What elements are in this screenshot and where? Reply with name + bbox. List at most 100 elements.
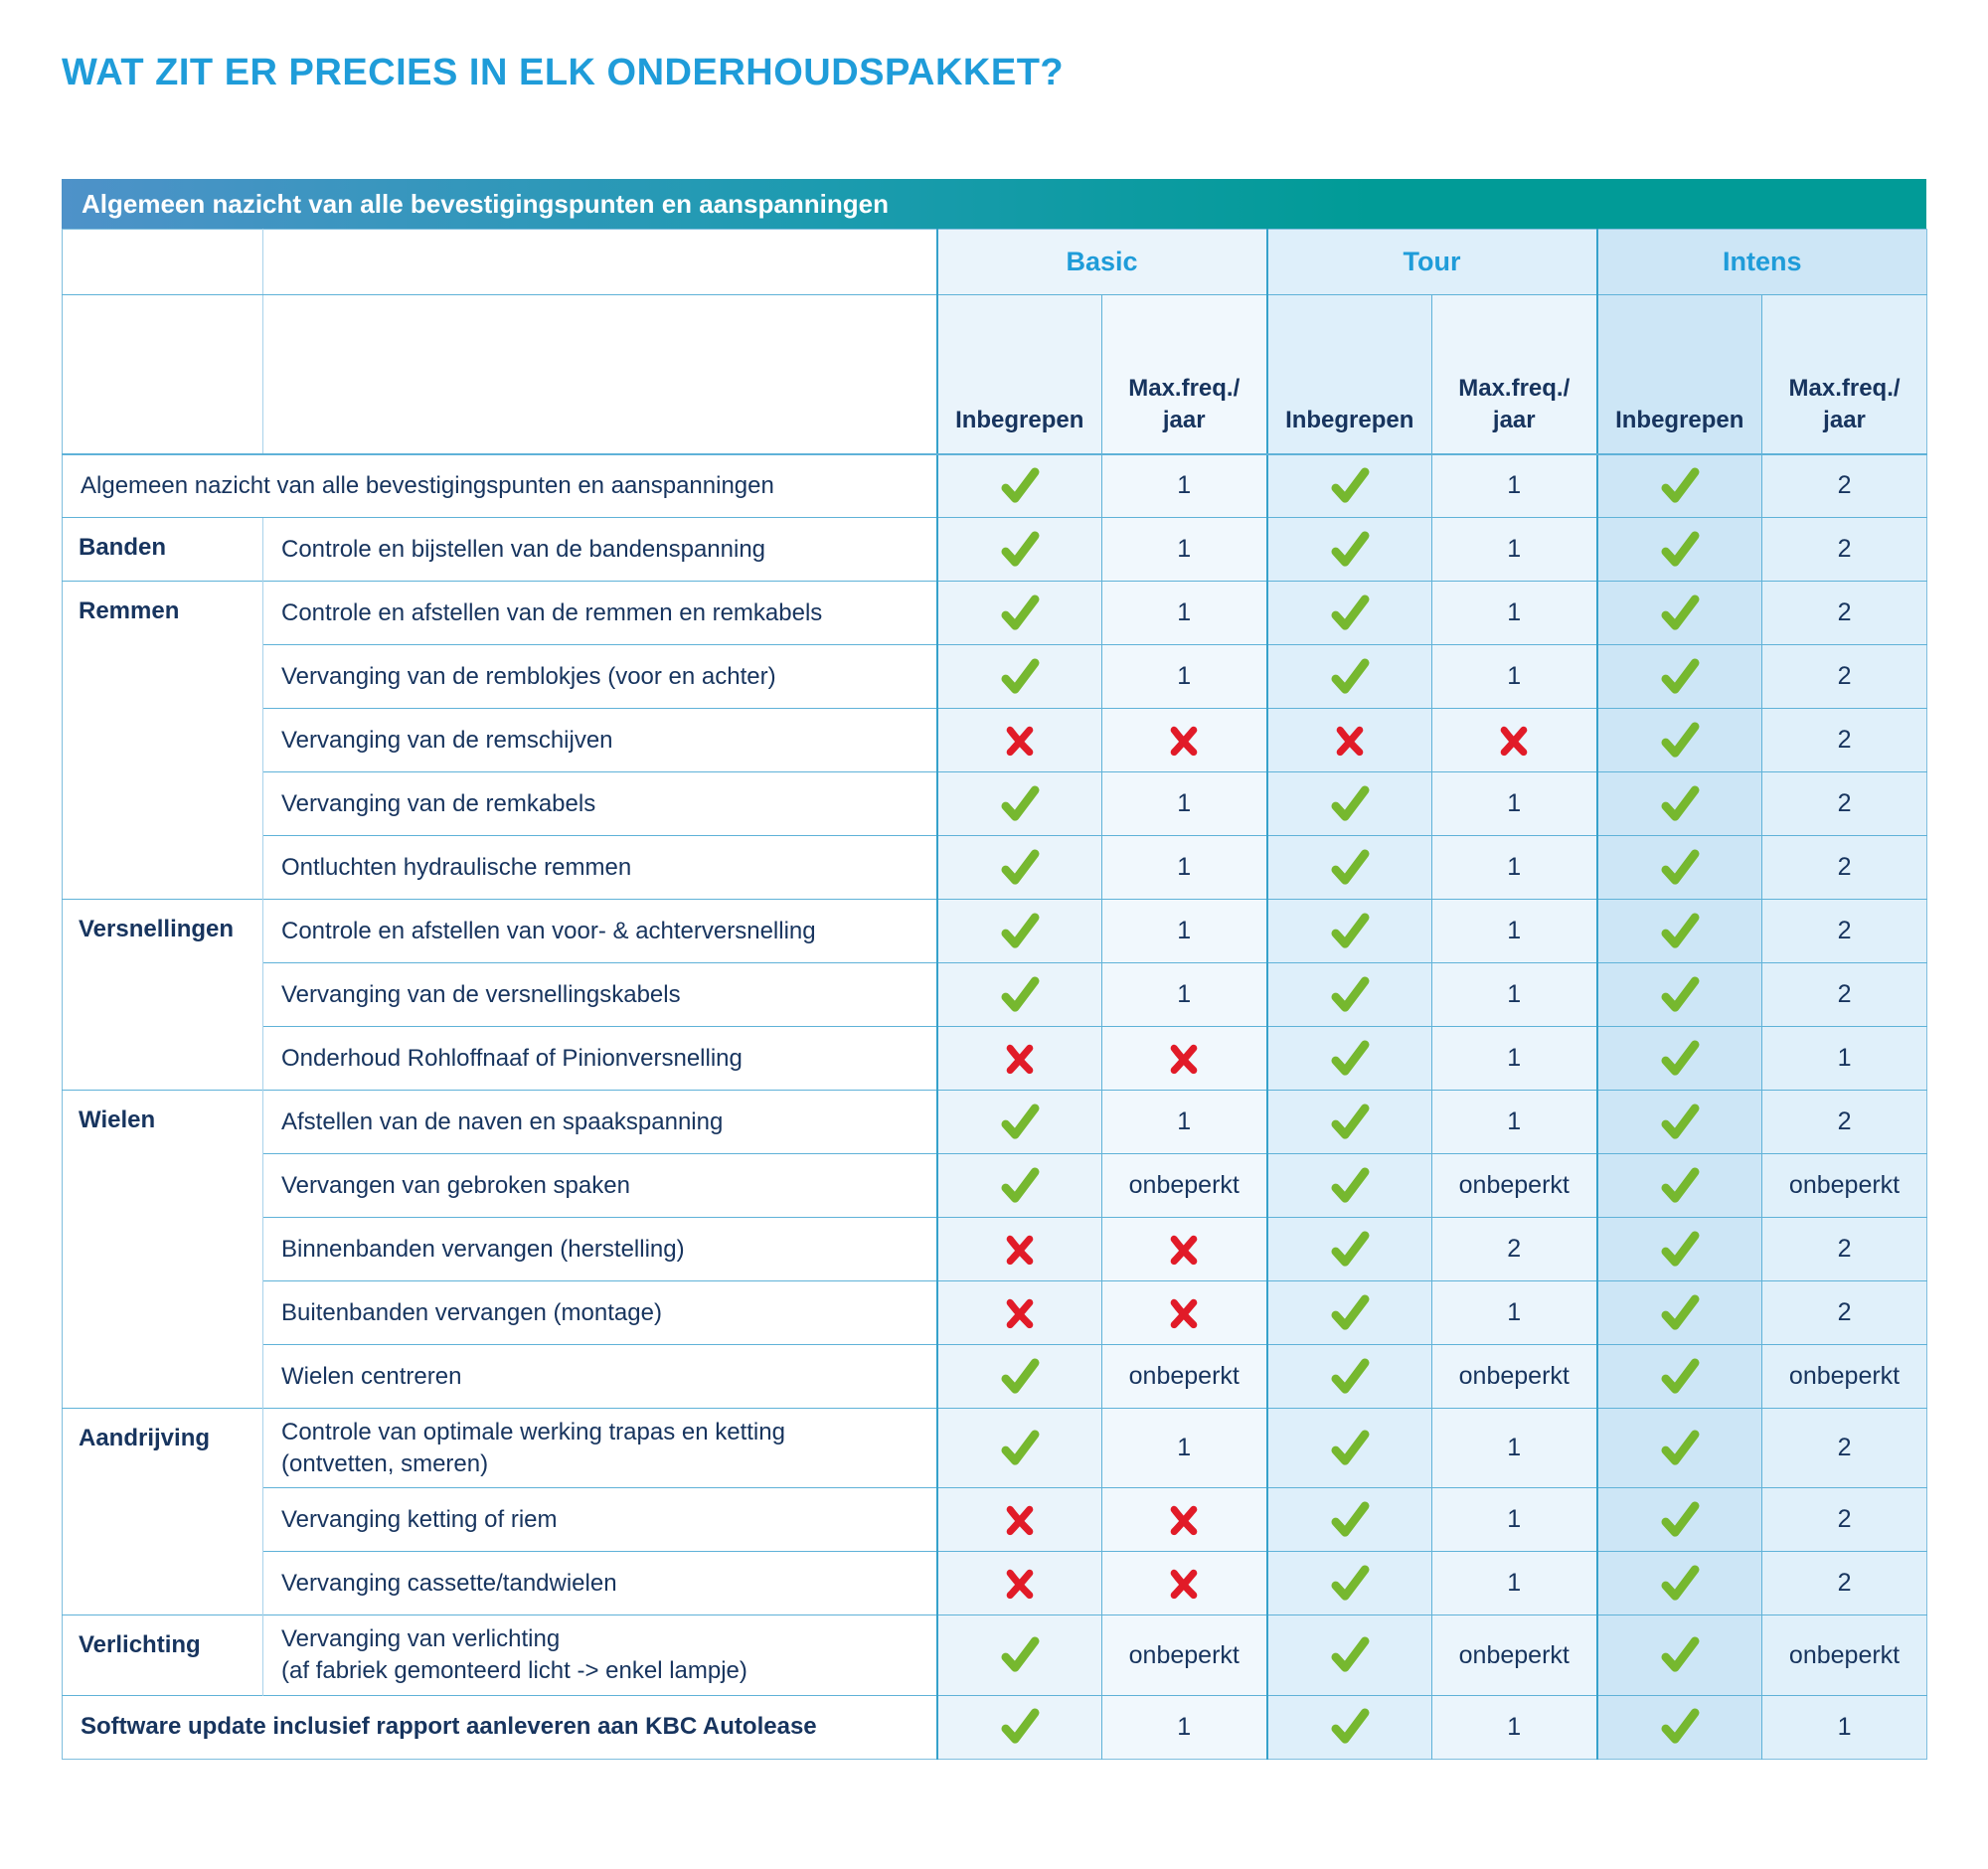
check-icon (1265, 771, 1432, 836)
check-icon (935, 962, 1102, 1027)
table-row: Vervanging ketting of riem 1 2 (63, 1487, 1927, 1552)
row-label: Buitenbanden vervangen (montage) (262, 1280, 937, 1345)
page-title: WAT ZIT ER PRECIES IN ELK ONDERHOUDSPAKK… (62, 52, 1065, 93)
cross-icon (1101, 1217, 1267, 1281)
row-label-text: Vervanging ketting of riem (281, 1506, 558, 1533)
frequency-value: 2 (1761, 1551, 1927, 1615)
row-label: Vervanging van de remschijven (262, 708, 937, 772)
subheader-row: Inbegrepen Max.freq./ jaar Inbegrepen Ma… (62, 294, 1927, 455)
frequency-value: 2 (1430, 1217, 1597, 1281)
check-icon (1265, 1694, 1432, 1760)
check-icon (1595, 1280, 1762, 1345)
check-icon (1595, 1090, 1762, 1154)
cross-icon (1265, 708, 1432, 772)
frequency-value: onbeperkt (1430, 1153, 1597, 1218)
check-icon (1265, 644, 1432, 709)
frequency-value: 1 (1430, 1090, 1597, 1154)
frequency-value: onbeperkt (1430, 1344, 1597, 1409)
cross-icon (1101, 708, 1267, 772)
frequency-value: 1 (1761, 1026, 1927, 1091)
cross-icon (1101, 1026, 1267, 1091)
frequency-value: 1 (1430, 1407, 1597, 1488)
frequency-value: onbeperkt (1761, 1614, 1927, 1696)
table-row: Wielen Afstellen van de naven en spaakspa… (62, 1090, 1927, 1409)
table-row: Binnenbanden vervangen (herstelling) 2 2 (63, 1217, 1927, 1281)
frequency-value: onbeperkt (1101, 1153, 1267, 1218)
cross-icon (1430, 708, 1597, 772)
cross-icon (1101, 1280, 1267, 1345)
table-row: Aandrijving Controle van optimale werking… (62, 1407, 1927, 1615)
row-label-text: Vervanging cassette/tandwielen (281, 1570, 617, 1597)
check-icon (1265, 1090, 1432, 1154)
check-icon (935, 771, 1102, 836)
row-label: Vervanging van de remblokjes (voor en ac… (262, 644, 937, 709)
row-label-text: Vervanging van verlichting (281, 1625, 561, 1653)
check-icon (1595, 1614, 1762, 1696)
row-label: Vervanging van verlichting (af fabriek ge… (262, 1614, 937, 1696)
frequency-value: 1 (1101, 899, 1267, 963)
frequency-value: onbeperkt (1761, 1153, 1927, 1218)
frequency-value: 1 (1430, 581, 1597, 645)
frequency-value: 1 (1430, 835, 1597, 900)
row-label: Vervangen van gebroken spaken (262, 1153, 937, 1218)
package-header-basic: Basic (935, 229, 1267, 295)
check-icon (935, 1090, 1102, 1154)
frequency-value: onbeperkt (1101, 1344, 1267, 1409)
check-icon (935, 644, 1102, 709)
corner-cell-description (262, 229, 937, 295)
check-icon (935, 1694, 1102, 1760)
check-icon (1595, 644, 1762, 709)
frequency-value: 1 (1101, 453, 1267, 518)
row-label: Controle van optimale werking trapas en … (262, 1407, 937, 1488)
row-label: Vervanging van de remkabels (262, 771, 937, 836)
check-icon (1595, 453, 1762, 518)
table-row: Vervanging van de remblokjes (voor en ac… (63, 644, 1927, 709)
row-label: Ontluchten hydraulische remmen (262, 835, 937, 900)
check-icon (935, 899, 1102, 963)
frequency-value: 1 (1430, 899, 1597, 963)
table-row: Buitenbanden vervangen (montage) 1 2 (63, 1280, 1927, 1345)
check-icon (1265, 1487, 1432, 1552)
check-icon (935, 835, 1102, 900)
category-cell: Verlichting (62, 1614, 263, 1696)
row-label: Binnenbanden vervangen (herstelling) (262, 1217, 937, 1281)
check-icon (1595, 962, 1762, 1027)
row-label: Vervanging ketting of riem (262, 1487, 937, 1552)
row-label: Algemeen nazicht van alle bevestigingspu… (62, 453, 937, 518)
packages-table: Basic Tour Intens Inbegrepen Max.freq./ … (62, 229, 1928, 1760)
row-label-text: Afstellen van de naven en spaakspanning (281, 1107, 724, 1135)
table-banner: Algemeen nazicht van alle bevestigingspu… (62, 179, 1926, 229)
frequency-value: 1 (1430, 644, 1597, 709)
check-icon (1595, 581, 1762, 645)
row-label-text: Controle en afstellen van voor- & achter… (281, 917, 816, 944)
table-row: Vervanging van de remschijven 2 (63, 708, 1927, 772)
frequency-value: 1 (1761, 1694, 1927, 1760)
frequency-value: 1 (1101, 1407, 1267, 1488)
row-label: Controle en afstellen van voor- & achter… (262, 899, 937, 963)
category-cell: Versnellingen (62, 899, 263, 1091)
cross-icon (935, 1280, 1102, 1345)
frequency-value: 1 (1101, 835, 1267, 900)
row-label-note: (af fabriek gemonteerd licht -> enkel la… (281, 1657, 747, 1685)
row-label-text: Vervanging van de versnellingskabels (281, 980, 681, 1008)
check-icon (1265, 835, 1432, 900)
frequency-value: 1 (1101, 1694, 1267, 1760)
row-label-text: Controle van optimale werking trapas en … (281, 1419, 785, 1445)
check-icon (1595, 1026, 1762, 1091)
cross-icon (935, 708, 1102, 772)
check-icon (1595, 771, 1762, 836)
frequency-value: 1 (1101, 581, 1267, 645)
row-label-text: Controle en bijstellen van de bandenspan… (281, 535, 766, 563)
row-label: Software update inclusief rapport aanlev… (62, 1694, 937, 1760)
row-label: Vervanging van de versnellingskabels (262, 962, 937, 1027)
check-icon (1265, 1344, 1432, 1409)
category-cell: Banden (62, 517, 263, 582)
subheader-intens-maxfreq: Max.freq./ jaar (1761, 294, 1927, 455)
row-label-text: Wielen centreren (281, 1362, 462, 1390)
table-body: Algemeen nazicht van alle bevestigingspu… (62, 453, 1927, 1760)
check-icon (1595, 1217, 1762, 1281)
check-icon (1595, 1487, 1762, 1552)
row-label-text: Vervanging van de remkabels (281, 789, 596, 817)
cross-icon (935, 1217, 1102, 1281)
table-row: Vervanging cassette/tandwielen 1 2 (63, 1551, 1927, 1615)
